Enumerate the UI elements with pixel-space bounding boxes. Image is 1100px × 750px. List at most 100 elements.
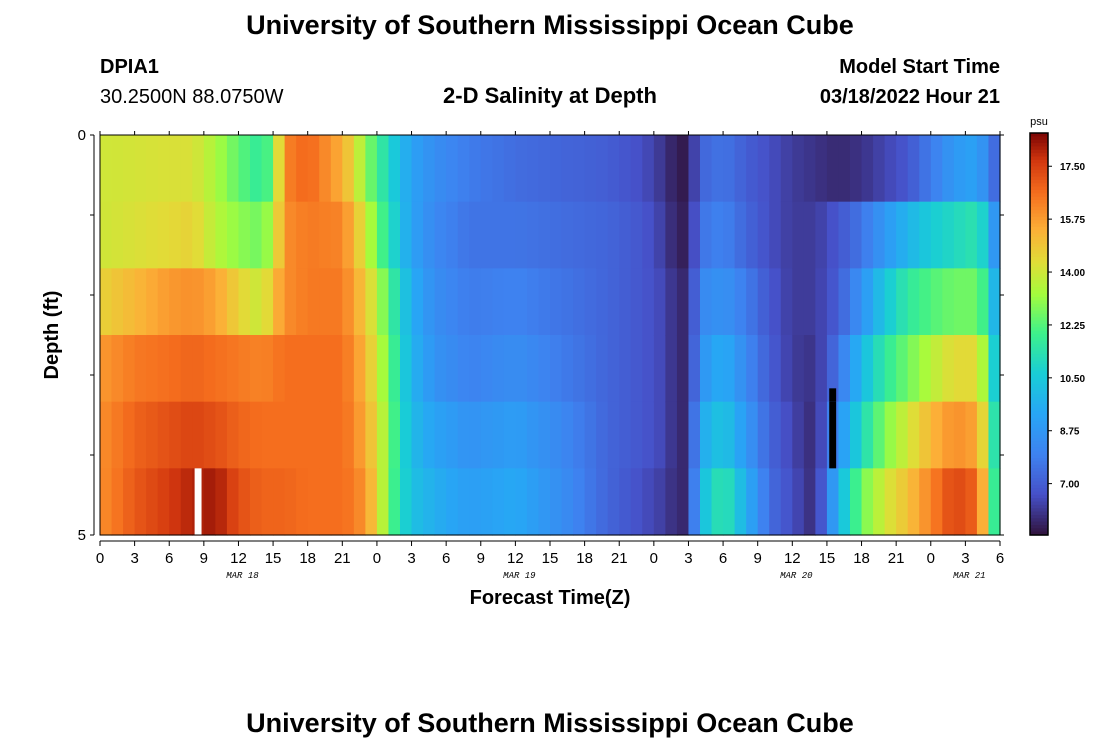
heatmap-cell bbox=[642, 468, 655, 536]
colorbar: 17.50 15.75 14.00 12.25 10.50 8.75 7.00 bbox=[1029, 132, 1085, 536]
heatmap-cell bbox=[550, 468, 563, 536]
heatmap-cell bbox=[688, 335, 701, 403]
heatmap-cell bbox=[607, 401, 620, 469]
x-tick-label: 9 bbox=[754, 550, 762, 567]
colorbar-segment bbox=[1030, 143, 1048, 147]
heatmap-cell bbox=[480, 335, 493, 403]
colorbar-segment bbox=[1030, 471, 1048, 476]
heatmap-cell bbox=[700, 201, 713, 269]
heatmap-cell bbox=[180, 335, 193, 403]
colorbar-segment bbox=[1030, 347, 1048, 352]
heatmap-cell bbox=[653, 401, 666, 469]
heatmap-cell bbox=[850, 468, 863, 536]
heatmap-cell bbox=[330, 268, 343, 336]
colorbar-segment bbox=[1030, 334, 1048, 338]
colorbar-segment bbox=[1030, 313, 1048, 318]
colorbar-segment bbox=[1030, 528, 1048, 533]
heatmap-cell bbox=[665, 268, 678, 336]
heatmap-cell bbox=[642, 135, 655, 203]
heatmap-cell bbox=[469, 268, 482, 336]
colorbar-segment bbox=[1030, 434, 1048, 439]
heatmap-cell bbox=[676, 468, 690, 536]
heatmap-cell bbox=[780, 201, 793, 269]
heatmap-cell bbox=[526, 468, 540, 536]
x-tick-label: 18 bbox=[299, 550, 316, 567]
colorbar-segment bbox=[1030, 300, 1048, 305]
heatmap-cell bbox=[953, 201, 966, 269]
heatmap-cell bbox=[561, 135, 574, 203]
heatmap-cell bbox=[330, 135, 343, 203]
heatmap-cell bbox=[515, 401, 528, 469]
heatmap-cell bbox=[723, 401, 736, 469]
heatmap-cell bbox=[676, 401, 690, 469]
heatmap-cell bbox=[561, 468, 574, 536]
colorbar-tick-label: 8.75 bbox=[1060, 427, 1080, 438]
colorbar-segment bbox=[1030, 320, 1048, 325]
heatmap-cell bbox=[411, 201, 424, 269]
colorbar-segment bbox=[1030, 384, 1048, 389]
heatmap-cell bbox=[457, 268, 470, 336]
heatmap-cell bbox=[157, 335, 170, 403]
heatmap-cell bbox=[203, 335, 216, 403]
heatmap-cell bbox=[330, 335, 343, 403]
colorbar-unit: psu bbox=[1030, 116, 1048, 128]
colorbar-segment bbox=[1030, 511, 1048, 516]
colorbar-segment bbox=[1030, 146, 1048, 151]
heatmap-cell bbox=[873, 468, 886, 536]
colorbar-segment bbox=[1030, 431, 1048, 436]
colorbar-segment bbox=[1030, 253, 1048, 258]
heatmap-cell bbox=[723, 468, 736, 536]
colorbar-segment bbox=[1030, 518, 1048, 523]
x-tick-label: 18 bbox=[853, 550, 870, 567]
heatmap-cell bbox=[157, 135, 170, 203]
colorbar-segment bbox=[1030, 484, 1048, 489]
heatmap-cell bbox=[930, 268, 943, 336]
heatmap-cell bbox=[480, 201, 493, 269]
heatmap-cell bbox=[469, 468, 482, 536]
heatmap-cell bbox=[157, 468, 170, 536]
heatmap-cell bbox=[780, 401, 793, 469]
heatmap-cell bbox=[365, 201, 378, 269]
heatmap-cell bbox=[803, 468, 816, 536]
heatmap-cell bbox=[700, 268, 713, 336]
colorbar-segment bbox=[1030, 287, 1048, 292]
x-tick-label: 6 bbox=[442, 550, 450, 567]
heatmap-cell bbox=[330, 468, 343, 536]
heatmap-cell bbox=[873, 335, 886, 403]
heatmap-cell bbox=[169, 201, 182, 269]
heatmap-cell bbox=[250, 135, 263, 203]
heatmap-cell bbox=[803, 335, 816, 403]
colorbar-segment bbox=[1030, 303, 1048, 308]
heatmap-cell bbox=[296, 201, 309, 269]
heatmap-cell bbox=[411, 468, 424, 536]
heatmap-cell bbox=[203, 401, 216, 469]
heatmap-cell bbox=[365, 468, 378, 536]
heatmap-cell bbox=[192, 401, 205, 469]
heatmap-cell bbox=[492, 401, 505, 469]
heatmap-cell bbox=[226, 268, 240, 336]
heatmap-cell bbox=[180, 401, 193, 469]
heatmap-cell bbox=[965, 201, 978, 269]
heatmap-cell bbox=[850, 268, 863, 336]
heatmap-cell bbox=[896, 401, 909, 469]
heatmap-cell bbox=[746, 335, 759, 403]
heatmap-cell bbox=[619, 201, 632, 269]
heatmap-cell bbox=[573, 335, 586, 403]
heatmap-cell bbox=[780, 335, 793, 403]
heatmap-cell bbox=[157, 201, 170, 269]
heatmap-cell bbox=[250, 335, 263, 403]
heatmap-cell bbox=[653, 268, 666, 336]
heatmap-cell bbox=[515, 201, 528, 269]
model-start-value: 03/18/2022 Hour 21 bbox=[819, 86, 1000, 108]
heatmap-cell bbox=[688, 268, 701, 336]
heatmap-cell bbox=[769, 135, 782, 203]
heatmap-cell bbox=[965, 135, 978, 203]
colorbar-segment bbox=[1030, 340, 1048, 345]
heatmap-cell bbox=[573, 135, 586, 203]
heatmap-cell bbox=[261, 201, 274, 269]
heatmap-cells bbox=[100, 135, 1001, 536]
x-tick-label: 0 bbox=[96, 550, 104, 567]
heatmap-cell bbox=[688, 468, 701, 536]
heatmap-cell bbox=[630, 401, 643, 469]
heatmap-cell bbox=[365, 335, 378, 403]
